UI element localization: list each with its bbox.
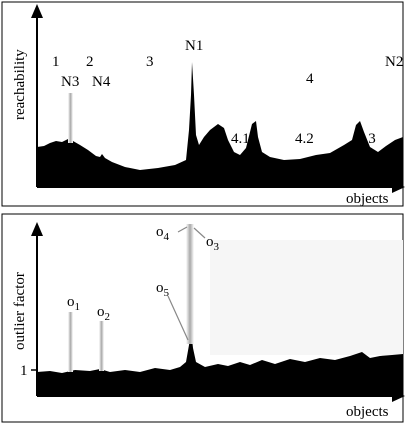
o1-spike xyxy=(68,312,73,372)
reachability-plot: reachability objects 1 2 3 4 4.1 4.2 4.3… xyxy=(1,1,405,207)
bottom-x-axis-arrow xyxy=(392,390,405,402)
o5-pointer xyxy=(167,295,189,341)
outlier-factor-plot: 1 outlier factor objects o1 o2 o3 o4 o5 xyxy=(1,213,405,423)
n3-marker xyxy=(68,93,73,143)
cluster-label-3: 3 xyxy=(146,54,154,70)
point-label-n1: N1 xyxy=(185,38,203,54)
object-label-o5: o5 xyxy=(156,280,170,299)
cluster-label-1: 1 xyxy=(52,54,60,70)
point-label-n4: N4 xyxy=(92,74,111,90)
cluster-label-2: 2 xyxy=(86,54,94,70)
top-x-axis-arrow xyxy=(392,181,405,193)
object-label-o2: o2 xyxy=(97,304,110,323)
point-label-n2: N2 xyxy=(385,54,403,70)
y-tick-label-1: 1 xyxy=(20,363,28,379)
o2-spike xyxy=(99,321,104,371)
object-label-o1: o1 xyxy=(67,294,80,313)
bottom-y-axis-label: outlier factor xyxy=(12,272,28,350)
o3-o4-spike xyxy=(186,224,194,344)
bottom-y-axis-arrow xyxy=(31,222,43,236)
background-striping xyxy=(210,240,403,355)
o3-pointer xyxy=(193,227,206,239)
cluster-label-4-3: 4.3 xyxy=(357,131,376,147)
top-plot-frame xyxy=(1,1,404,207)
object-label-o4: o4 xyxy=(156,224,170,243)
cluster-label-4-2: 4.2 xyxy=(295,131,314,147)
top-y-axis-arrow xyxy=(31,4,43,18)
top-y-axis-label: reachability xyxy=(12,49,28,120)
top-x-axis-label: objects xyxy=(346,191,389,207)
point-label-n3: N3 xyxy=(61,74,79,90)
cluster-label-4-1: 4.1 xyxy=(231,131,250,147)
o4-pointer xyxy=(177,226,188,233)
bottom-x-axis-label: objects xyxy=(346,404,389,420)
cluster-label-4: 4 xyxy=(306,71,314,87)
object-label-o3: o3 xyxy=(206,234,220,253)
outlier-factor-profile xyxy=(37,330,403,396)
reachability-profile xyxy=(37,62,403,187)
